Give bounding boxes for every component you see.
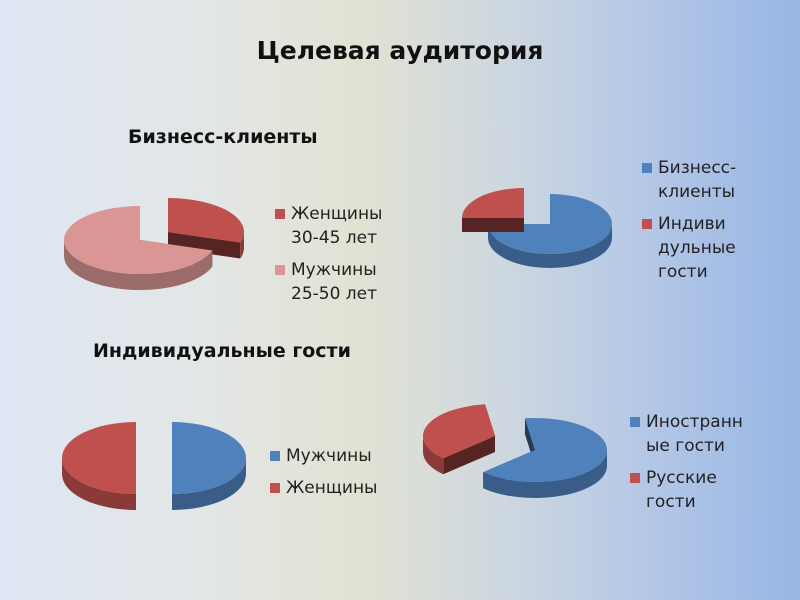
pie-slice-rim — [172, 458, 246, 510]
legend-label: Женщины — [291, 204, 383, 224]
pie-slice — [462, 188, 524, 232]
pie-slice-wall — [443, 436, 495, 475]
legend-individual-origin: Иностранн ые гости Русские гости — [630, 410, 743, 522]
legend-item: Русские гости — [630, 466, 743, 514]
pie-slice-top — [483, 418, 608, 483]
legend-individual-gender: Мужчины Женщины — [270, 444, 377, 508]
pie-chart-1 — [462, 188, 612, 268]
pie-slice — [483, 418, 608, 498]
legend-item: Мужчины — [270, 444, 377, 468]
legend-swatch — [630, 417, 640, 427]
pie-slice-rim — [488, 224, 612, 268]
legend-swatch — [275, 209, 285, 219]
legend-label: Бизнесс- — [658, 158, 737, 178]
legend-label: Женщины — [286, 478, 378, 498]
pie-chart-3 — [423, 404, 608, 498]
pie-slice — [172, 422, 246, 510]
pie-slice — [62, 422, 136, 510]
legend-label: Иностранн — [646, 412, 743, 432]
pie-slice-rim — [62, 458, 136, 510]
legend-label: Русские — [646, 468, 717, 488]
legend-item: Мужчины 25-50 лет — [275, 258, 382, 306]
pie-slice — [168, 198, 244, 259]
page-title: Целевая аудитория — [256, 36, 544, 65]
legend-label: клиенты — [658, 182, 736, 202]
legend-item: Бизнесс-клиенты — [642, 156, 736, 204]
pie-slice-rim — [483, 450, 607, 498]
legend-label: дульные — [658, 238, 736, 258]
legend-label: Мужчины — [286, 446, 372, 466]
heading-business: Бизнесс-клиенты — [128, 126, 318, 148]
legend-label: гости — [646, 492, 696, 512]
legend-item: Женщины — [270, 476, 377, 500]
heading-individual: Индивидуальные гости — [93, 340, 351, 362]
pie-slice — [63, 206, 213, 290]
legend-item: Индиви дульные гости — [642, 212, 736, 284]
pie-slice-top — [172, 422, 246, 494]
pie-slice-rim — [423, 436, 444, 475]
legend-swatch — [270, 483, 280, 493]
pie-slice-top — [63, 206, 213, 274]
pie-chart-0 — [63, 198, 244, 290]
legend-label: гости — [658, 262, 708, 282]
legend-item: Иностранн ые гости — [630, 410, 743, 458]
legend-swatch — [275, 265, 285, 275]
pie-chart-2 — [62, 422, 246, 510]
pie-slice — [423, 404, 495, 475]
legend-label: Индиви — [658, 214, 726, 234]
pie-slice-top — [423, 404, 495, 459]
legend-label: 25-50 лет — [291, 284, 378, 304]
pie-slice-wall — [168, 232, 241, 259]
pie-slice-top — [488, 194, 612, 254]
legend-business-clients: Женщины 30-45 лет Мужчины 25-50 лет — [275, 202, 382, 314]
pie-slice-top — [62, 422, 136, 494]
legend-item: Женщины 30-45 лет — [275, 202, 382, 250]
pie-slice-rim — [64, 240, 213, 290]
legend-audience-split: Бизнесс-клиенты Индиви дульные гости — [642, 156, 736, 292]
pie-slice-top — [168, 198, 244, 243]
pie-slice-wall — [462, 218, 524, 232]
legend-label: Мужчины — [291, 260, 377, 280]
pie-slice-rim — [240, 232, 244, 259]
legend-label: 30-45 лет — [291, 228, 378, 248]
legend-label: ые гости — [646, 436, 725, 456]
legend-swatch — [630, 473, 640, 483]
legend-swatch — [642, 219, 652, 229]
pie-slice-top — [462, 188, 524, 218]
legend-swatch — [642, 163, 652, 173]
legend-swatch — [270, 451, 280, 461]
